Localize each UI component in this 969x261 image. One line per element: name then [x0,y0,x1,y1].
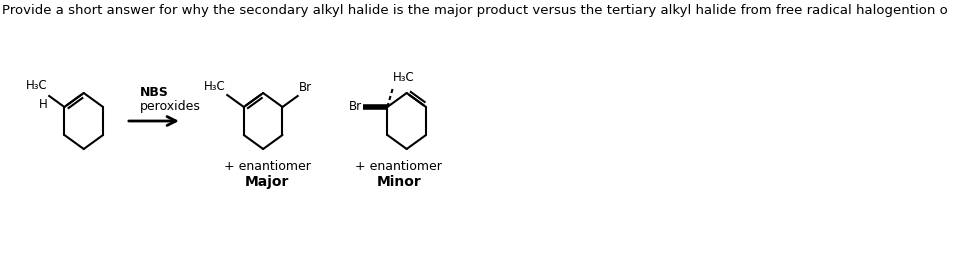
Text: H: H [39,98,47,111]
Text: Minor: Minor [376,175,422,189]
Text: NBS: NBS [140,86,169,99]
Text: Provide a short answer for why the secondary alkyl halide is the major product v: Provide a short answer for why the secon… [2,4,948,17]
Text: + enantiomer: + enantiomer [224,160,311,173]
Text: Major: Major [245,175,290,189]
Text: H₃C: H₃C [393,71,415,84]
Text: peroxides: peroxides [140,100,201,113]
Text: + enantiomer: + enantiomer [356,160,442,173]
Text: H₃C: H₃C [203,80,226,93]
Text: Br: Br [299,81,312,94]
Text: Br: Br [349,100,361,114]
Text: H₃C: H₃C [26,79,47,92]
